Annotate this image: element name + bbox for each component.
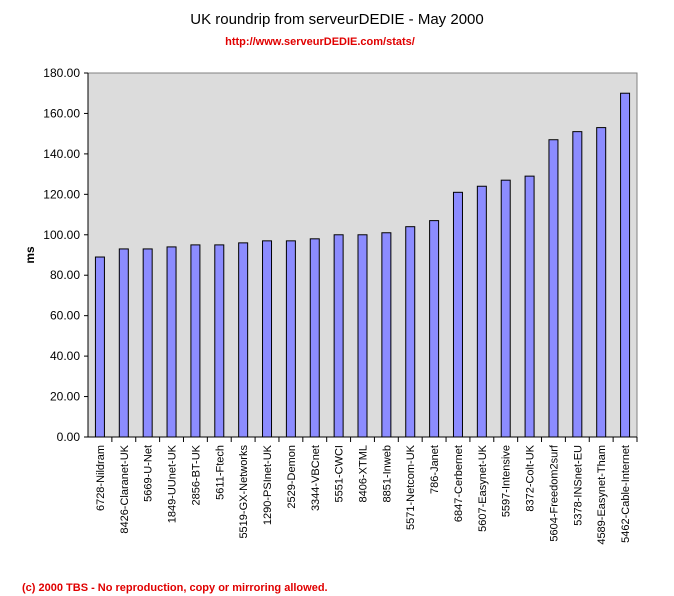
x-tick-label: 4589-Easynet-Tham — [596, 445, 608, 545]
x-tick-label: 8406-XTML — [358, 445, 370, 502]
y-tick-label: 20.00 — [50, 390, 80, 404]
x-tick-label: 8426-Claranet-UK — [119, 444, 131, 533]
bar — [214, 244, 225, 438]
x-tick-label: 1290-PSInet-UK — [262, 444, 274, 525]
bar — [94, 256, 105, 438]
bar — [118, 248, 129, 438]
bar — [524, 175, 535, 438]
bar — [429, 220, 440, 438]
x-tick-label: 5519-GX-Networks — [238, 445, 250, 539]
y-axis: 0.00 20.00 40.00 60.00 80.00 100.00 120.00 140.… — [43, 66, 89, 444]
bar — [548, 139, 559, 438]
bars-group — [94, 92, 631, 438]
y-tick-label: 60.00 — [50, 309, 80, 323]
y-tick-label: 80.00 — [50, 268, 80, 282]
y-tick-label: 180.00 — [43, 66, 80, 80]
bar — [190, 244, 201, 438]
x-tick-label: 5611-Ftech — [214, 445, 226, 500]
x-tick-label: 8372-Colt-UK — [525, 444, 537, 511]
chart-subtitle-link[interactable]: http://www.serveurDEDIE.com/stats/ — [225, 36, 415, 48]
x-tick-label: 5604-Freedom2surf — [548, 444, 560, 542]
y-tick-label: 140.00 — [43, 147, 80, 161]
bar — [285, 240, 296, 438]
copyright-footer: (c) 2000 TBS - No reproduction, copy or … — [22, 582, 328, 594]
bar — [142, 248, 153, 438]
x-tick-label: 5378-INSnet-EU — [572, 445, 584, 526]
y-tick-label: 100.00 — [43, 228, 80, 242]
bar — [381, 232, 392, 438]
y-tick-label: 40.00 — [50, 349, 80, 363]
x-axis: 6728-Nildram 8426-Claranet-UK 5669-U-Net 18… — [88, 436, 638, 545]
x-tick-label: 2856-BT-UK — [190, 444, 202, 505]
x-tick-label: 5571-Netcom-UK — [405, 444, 417, 530]
x-tick-label: 5669-U-Net — [143, 445, 155, 502]
bar — [333, 234, 344, 438]
x-tick-label: 5607-Easynet-UK — [477, 444, 489, 531]
bar — [596, 127, 607, 438]
chart-title: UK roundrip from serveurDEDIE - May 2000 — [190, 11, 483, 28]
y-axis-label: ms — [23, 246, 37, 264]
bar — [452, 191, 463, 438]
x-tick-label: 1849-UUnet-UK — [167, 444, 179, 523]
x-tick-label: 5551-CWCI — [334, 445, 346, 502]
bar — [476, 185, 487, 438]
x-tick-label: 3344-VBCnet — [310, 445, 322, 511]
x-tick-label: 5462-Cable-Internet — [620, 445, 632, 543]
x-tick-label: 6728-Nildram — [95, 445, 107, 511]
y-tick-label: 0.00 — [57, 430, 81, 444]
bar — [262, 240, 273, 438]
bar — [238, 242, 249, 438]
bar — [166, 246, 177, 438]
x-tick-label: 786-Janet — [429, 445, 441, 494]
bar — [309, 238, 320, 438]
bar — [357, 234, 368, 438]
y-tick-label: 120.00 — [43, 187, 80, 201]
bar — [405, 226, 416, 438]
x-tick-label: 6847-Cerbernet — [453, 445, 465, 522]
bar — [572, 131, 583, 438]
x-tick-label: 5597-Intensive — [501, 445, 513, 517]
bar — [620, 92, 631, 438]
x-tick-label: 2529-Demon — [286, 445, 298, 509]
y-tick-label: 160.00 — [43, 106, 80, 120]
bar — [500, 179, 511, 438]
x-tick-label: 8851-Inweb — [381, 445, 393, 503]
